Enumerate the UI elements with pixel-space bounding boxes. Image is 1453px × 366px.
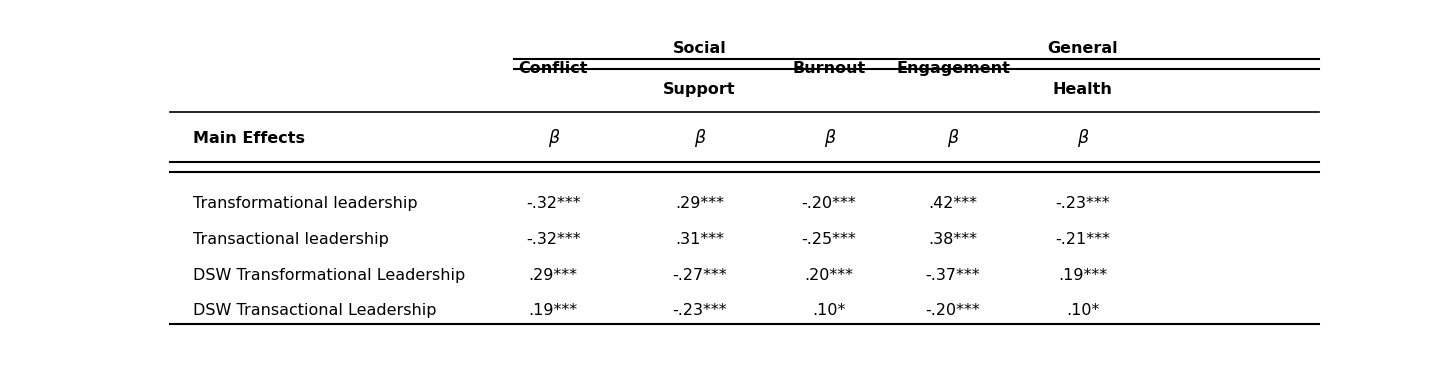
Text: .31***: .31*** [676, 232, 724, 247]
Text: Social: Social [673, 41, 726, 56]
Text: DSW Transactional Leadership: DSW Transactional Leadership [193, 303, 436, 318]
Text: β: β [548, 129, 559, 147]
Text: -.20***: -.20*** [802, 196, 856, 211]
Text: β: β [947, 129, 959, 147]
Text: β: β [1077, 129, 1088, 147]
Text: Engagement: Engagement [897, 61, 1010, 76]
Text: General: General [1048, 41, 1117, 56]
Text: .19***: .19*** [529, 303, 578, 318]
Text: -.32***: -.32*** [526, 232, 581, 247]
Text: Conflict: Conflict [519, 61, 588, 76]
Text: -.25***: -.25*** [802, 232, 856, 247]
Text: Transactional leadership: Transactional leadership [193, 232, 389, 247]
Text: -.21***: -.21*** [1055, 232, 1110, 247]
Text: β: β [824, 129, 834, 147]
Text: -.23***: -.23*** [1055, 196, 1110, 211]
Text: .20***: .20*** [805, 268, 853, 283]
Text: .19***: .19*** [1058, 268, 1107, 283]
Text: .10*: .10* [1067, 303, 1098, 318]
Text: β: β [695, 129, 705, 147]
Text: -.27***: -.27*** [673, 268, 726, 283]
Text: .29***: .29*** [676, 196, 724, 211]
Text: Support: Support [664, 82, 735, 97]
Text: .38***: .38*** [928, 232, 978, 247]
Text: -.20***: -.20*** [926, 303, 981, 318]
Text: -.23***: -.23*** [673, 303, 726, 318]
Text: Transformational leadership: Transformational leadership [193, 196, 417, 211]
Text: -.37***: -.37*** [926, 268, 981, 283]
Text: Main Effects: Main Effects [193, 131, 305, 146]
Text: Burnout: Burnout [792, 61, 866, 76]
Text: -.32***: -.32*** [526, 196, 581, 211]
Text: .42***: .42*** [928, 196, 978, 211]
Text: Health: Health [1052, 82, 1113, 97]
Text: DSW Transformational Leadership: DSW Transformational Leadership [193, 268, 465, 283]
Text: .29***: .29*** [529, 268, 578, 283]
Text: .10*: .10* [812, 303, 846, 318]
